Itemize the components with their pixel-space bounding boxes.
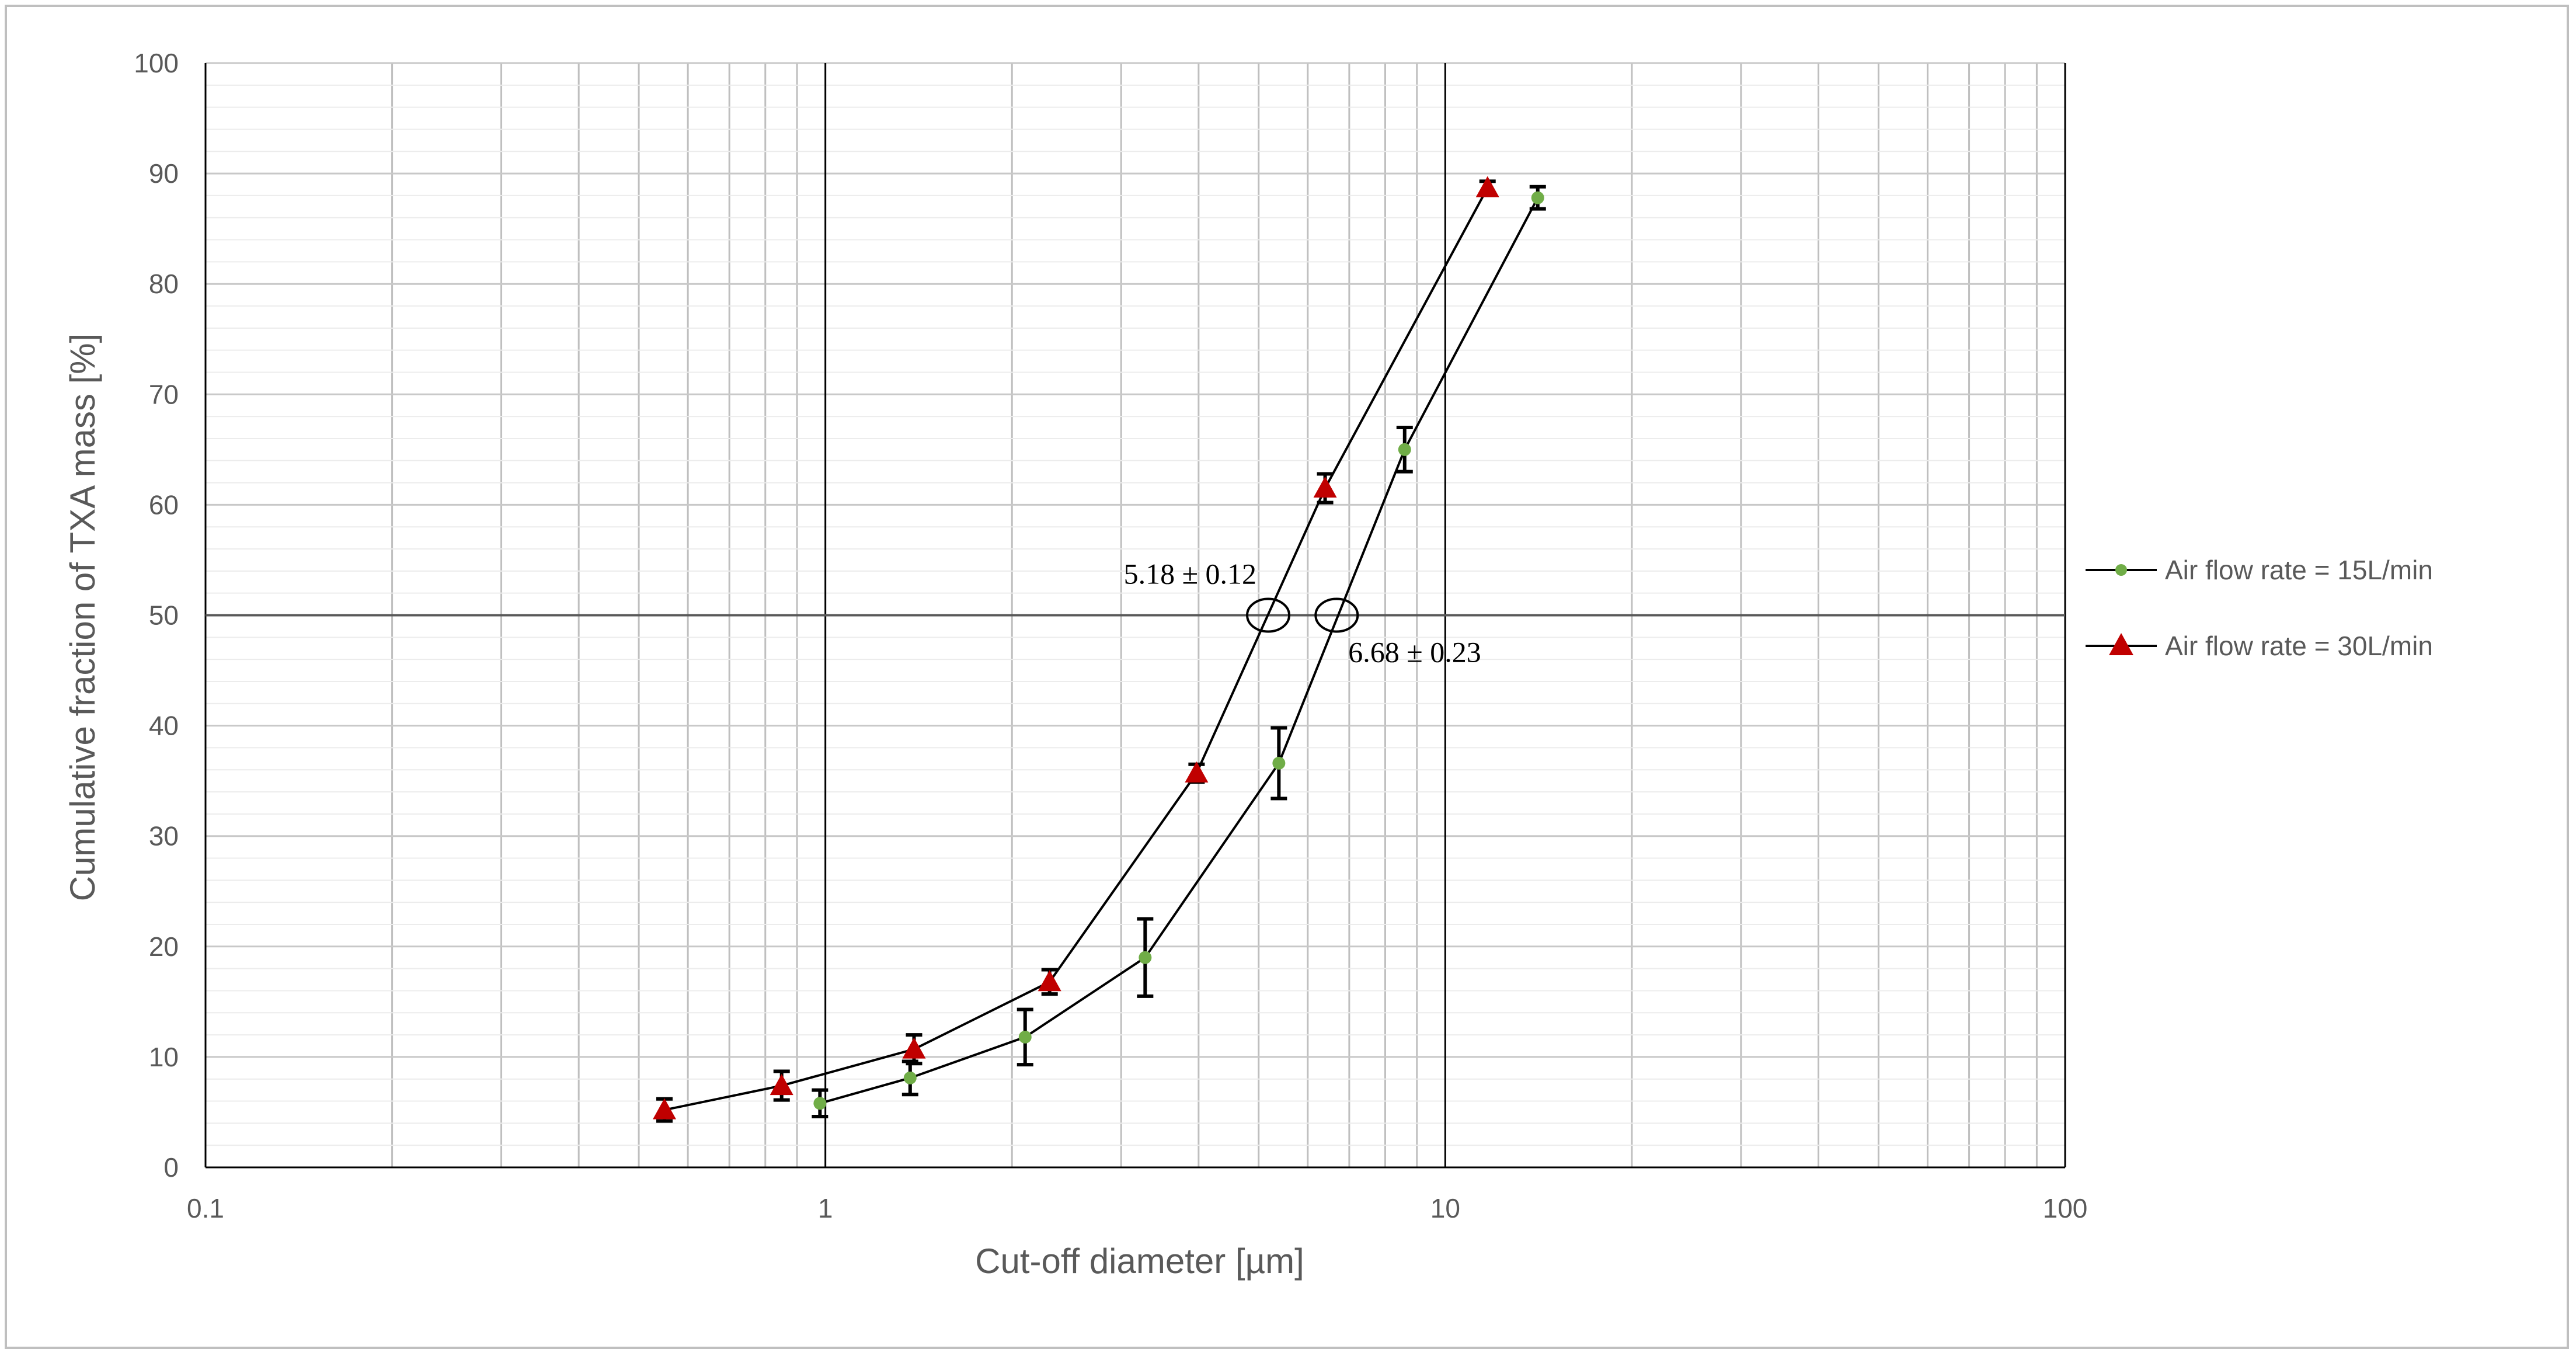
y-tick-label: 80 [149, 269, 179, 299]
y-tick-label: 40 [149, 711, 179, 741]
y-tick-label: 60 [149, 489, 179, 520]
y-tick-label: 10 [149, 1042, 179, 1072]
data-point-triangle [770, 1074, 793, 1096]
legend-marker-circle [2115, 564, 2127, 576]
data-point-circle [1139, 951, 1152, 964]
x-tick-label: 100 [2043, 1193, 2088, 1223]
data-point-triangle [902, 1037, 926, 1059]
chart-svg: 0 10 20 30 40 50 60 70 80 90 100 0.1 1 10 100 5.18 ± … [63, 48, 2433, 1281]
annotation-layer: 5.18 ± 0.12 6.68 ± 0.23 [1124, 558, 1481, 669]
y-tick-label: 100 [134, 48, 179, 78]
data-point-triangle [1475, 176, 1499, 197]
series-1 [653, 176, 1499, 1123]
x-axis-title: Cut-off diameter [µm] [975, 1242, 1304, 1281]
data-point-circle [1272, 756, 1286, 770]
data-point-triangle [653, 1098, 677, 1119]
data-point-circle [1398, 443, 1411, 456]
data-point-circle [1531, 191, 1544, 204]
legend-label-30: Air flow rate = 30L/min [2165, 631, 2433, 661]
series-layer [653, 176, 1546, 1123]
x-tick-labels: 0.1 1 10 100 [187, 1193, 2087, 1223]
annotation-label-15: 6.68 ± 0.23 [1348, 636, 1481, 669]
data-point-triangle [1313, 477, 1337, 498]
data-point-circle [813, 1097, 827, 1110]
legend: Air flow rate = 15L/min Air flow rate = … [2086, 555, 2433, 661]
legend-item-30: Air flow rate = 30L/min [2086, 631, 2433, 661]
series-0 [812, 185, 1546, 1119]
y-tick-label: 20 [149, 931, 179, 962]
x-tick-label: 1 [818, 1193, 833, 1223]
data-point-triangle [1185, 761, 1209, 783]
x-tick-label: 10 [1430, 1193, 1460, 1223]
y-tick-label: 0 [163, 1152, 179, 1183]
data-point-triangle [1038, 970, 1061, 992]
x-tick-label: 0.1 [187, 1193, 224, 1223]
y-tick-labels: 0 10 20 30 40 50 60 70 80 90 100 [134, 48, 179, 1183]
y-tick-label: 30 [149, 821, 179, 851]
crossing-circle-15 [1314, 597, 1359, 633]
legend-label-15: Air flow rate = 15L/min [2165, 555, 2433, 585]
y-tick-label: 70 [149, 379, 179, 409]
y-tick-label: 90 [149, 158, 179, 189]
annotation-label-30: 5.18 ± 0.12 [1124, 558, 1256, 590]
crossing-circle-30 [1246, 597, 1291, 633]
y-tick-label: 50 [149, 600, 179, 631]
data-point-circle [1018, 1030, 1032, 1044]
legend-marker-triangle [2109, 633, 2133, 655]
legend-item-15: Air flow rate = 15L/min [2086, 555, 2433, 585]
data-point-circle [903, 1071, 917, 1084]
y-axis-title: Cumulative fraction of TXA mass [%] [63, 333, 102, 902]
chart-frame: 0 10 20 30 40 50 60 70 80 90 100 0.1 1 10 100 5.18 ± … [5, 5, 2569, 1349]
